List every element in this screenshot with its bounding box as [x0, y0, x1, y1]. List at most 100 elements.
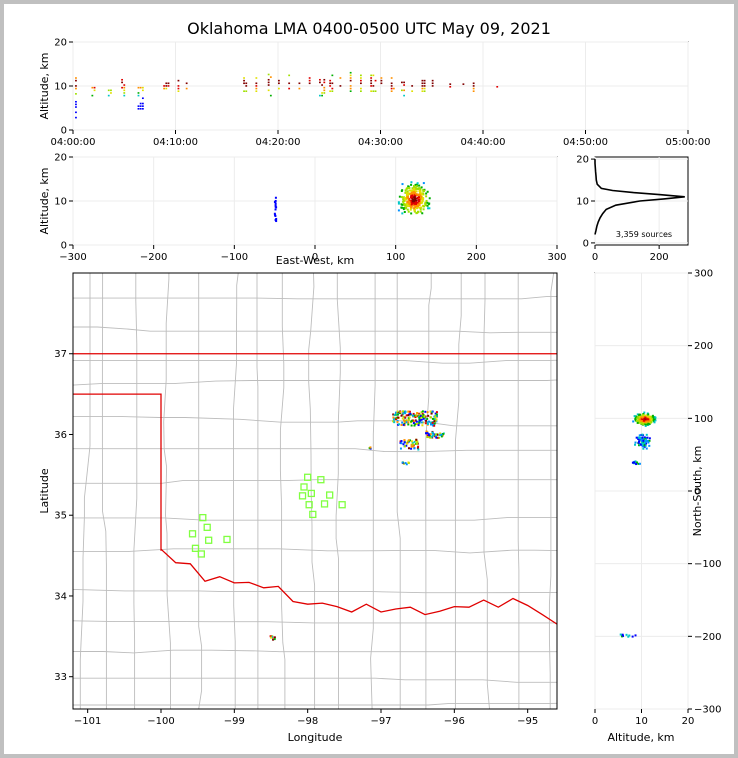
source-point	[413, 198, 416, 201]
map-x-tick-label: −101	[74, 716, 101, 727]
source-point	[402, 423, 405, 426]
source-point	[414, 416, 417, 419]
county-border	[73, 677, 557, 683]
source-point	[400, 206, 403, 209]
source-point	[414, 183, 417, 186]
source-point	[407, 439, 410, 442]
source-point	[397, 416, 400, 419]
source-point	[411, 196, 414, 199]
source-point	[405, 191, 408, 194]
lma-station-marker	[298, 492, 307, 500]
source-point	[123, 89, 126, 92]
county-border	[73, 326, 557, 334]
source-point	[633, 461, 636, 464]
source-point	[413, 424, 416, 427]
source-point	[415, 440, 418, 443]
source-point	[433, 424, 436, 427]
source-point	[441, 434, 444, 437]
source-point	[420, 195, 423, 198]
source-point	[418, 413, 421, 416]
source-point	[410, 200, 413, 203]
source-point	[647, 441, 650, 444]
source-point	[409, 189, 412, 192]
source-count-annotation: 3,359 sources	[616, 230, 672, 239]
county-border	[335, 273, 341, 709]
source-point	[420, 418, 423, 421]
source-point	[407, 447, 410, 450]
source-point	[139, 102, 142, 105]
altitude-time-panel: Altitude, km	[38, 41, 689, 131]
source-point	[424, 201, 427, 204]
source-point	[642, 419, 645, 422]
source-point	[177, 85, 180, 87]
source-point	[245, 82, 248, 85]
source-point	[255, 85, 258, 87]
source-point	[349, 77, 352, 79]
source-point	[429, 410, 432, 413]
source-point	[269, 94, 272, 97]
source-point	[405, 193, 408, 196]
source-point	[369, 446, 372, 449]
source-point	[416, 415, 419, 418]
source-point	[398, 423, 401, 426]
altitude-ns-ylabel: North-South, km	[691, 446, 704, 537]
source-point	[645, 417, 648, 420]
altitude-ns-sources	[594, 272, 689, 710]
source-point	[269, 76, 272, 78]
altitude-time-y-tick-label: 10	[54, 82, 67, 93]
source-point	[436, 436, 439, 439]
source-point	[394, 411, 397, 414]
source-point	[426, 436, 429, 439]
source-point	[410, 206, 413, 209]
source-point	[75, 111, 77, 114]
source-point	[274, 204, 277, 207]
source-point	[243, 79, 245, 82]
source-point	[416, 446, 419, 449]
source-point	[403, 441, 406, 444]
source-point	[417, 198, 420, 201]
source-point	[93, 86, 96, 89]
altitude-ew-sources	[72, 156, 558, 246]
source-point	[410, 447, 413, 450]
source-point	[418, 193, 421, 196]
source-point	[625, 633, 628, 636]
source-point	[141, 97, 144, 100]
source-point	[419, 210, 422, 213]
source-point	[278, 82, 280, 85]
source-point	[425, 204, 428, 207]
source-point	[650, 421, 653, 424]
county-border	[73, 649, 557, 654]
source-point	[319, 81, 321, 84]
source-point	[431, 417, 434, 420]
source-point	[243, 82, 245, 85]
source-point	[417, 200, 420, 203]
altitude-histogram-y-tick-label: 10	[576, 197, 589, 208]
source-point	[633, 443, 636, 446]
source-point	[408, 410, 411, 413]
lma-stations	[188, 473, 346, 558]
source-point	[185, 87, 188, 90]
source-point	[641, 416, 644, 419]
source-point	[392, 416, 395, 419]
source-point	[472, 85, 475, 87]
source-point	[431, 431, 434, 434]
source-point	[643, 436, 646, 439]
source-point	[414, 419, 417, 422]
county-border	[308, 273, 316, 709]
source-point	[415, 183, 418, 186]
source-point	[429, 421, 432, 424]
source-point	[329, 79, 332, 82]
source-point	[634, 415, 637, 418]
lma-station-marker	[309, 510, 317, 519]
source-point	[406, 203, 409, 206]
lma-station-marker	[338, 501, 346, 509]
source-point	[434, 414, 437, 417]
source-point	[415, 190, 418, 193]
source-point	[278, 79, 280, 82]
source-point	[360, 82, 362, 85]
source-point	[421, 90, 424, 92]
altitude-ns-y-tick-label: 0	[694, 487, 700, 498]
source-point	[400, 442, 403, 445]
source-point	[415, 201, 418, 204]
altitude-time-x-tick-label: 04:10:00	[153, 137, 198, 148]
